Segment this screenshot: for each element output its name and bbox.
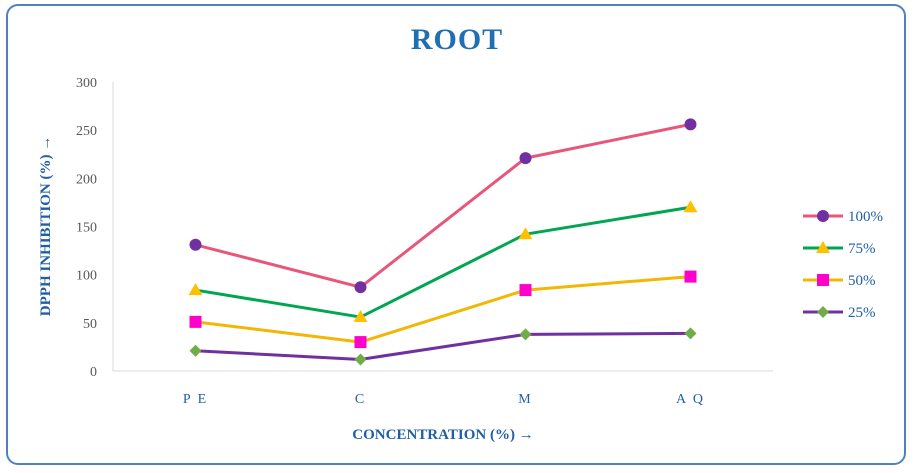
legend-item: 50% (803, 273, 876, 289)
x-tick-label: C (355, 392, 366, 407)
legend-marker (816, 241, 830, 253)
data-point (189, 344, 202, 357)
legend: 100% 75% 50% 25% (803, 209, 883, 321)
legend-item: 25% (803, 305, 876, 321)
data-point (354, 353, 367, 366)
legend-marker (817, 306, 829, 318)
data-point (189, 315, 202, 328)
y-tick-label: 250 (76, 124, 97, 139)
data-point (684, 118, 697, 131)
y-tick-label: 150 (76, 221, 97, 236)
x-tick-label: P E (183, 392, 208, 407)
series-0 (189, 118, 697, 294)
data-point (354, 336, 367, 349)
data-point (518, 227, 533, 240)
legend-label: 50% (848, 273, 876, 289)
data-point (683, 200, 698, 213)
data-point (354, 281, 367, 294)
legend-label: 25% (848, 305, 876, 321)
series-line (195, 331, 691, 361)
y-tick-label: 300 (76, 76, 97, 91)
x-tick-label: A Q (676, 392, 705, 407)
series-3 (189, 327, 697, 366)
y-tick-label: 50 (83, 317, 97, 332)
y-tick-label: 200 (76, 172, 97, 187)
series-2 (189, 270, 697, 349)
data-point (189, 238, 202, 251)
chart-frame (6, 4, 906, 465)
x-axis-title: CONCENTRATION (%) → (352, 427, 533, 443)
legend-item: 100% (803, 209, 883, 225)
y-axis-title: DPPH INHIBITION (%) → (38, 136, 54, 316)
series-line (195, 275, 691, 344)
legend-marker (817, 274, 829, 286)
axes: 0 50 100 150 200 250 300 P E C M A Q (76, 76, 773, 407)
data-point (684, 327, 697, 340)
series-line (195, 205, 691, 319)
data-point (519, 152, 532, 165)
legend-label: 75% (848, 241, 876, 257)
data-point (353, 310, 368, 323)
chart-title: ROOT (411, 23, 503, 56)
y-tick-label: 0 (90, 365, 97, 380)
legend-item: 75% (803, 241, 876, 257)
legend-label: 100% (848, 209, 883, 225)
series-line (195, 122, 691, 289)
data-point (519, 284, 532, 297)
series-1 (188, 200, 698, 323)
y-tick-label: 100 (76, 269, 97, 284)
x-tick-label: M (518, 392, 532, 407)
data-point (188, 283, 203, 296)
data-point (519, 328, 532, 341)
legend-marker (817, 210, 829, 222)
series-layer (188, 118, 698, 366)
data-point (684, 270, 697, 283)
